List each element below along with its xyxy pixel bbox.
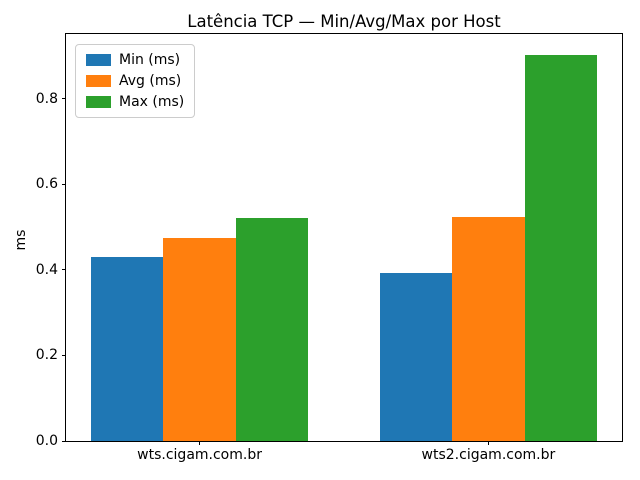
ytick-mark-0.8 — [62, 98, 66, 100]
bar-min-wts2.cigam.com.br — [380, 272, 453, 441]
plot-area: Min (ms) Avg (ms) Max (ms) 0.0 0.2 0.4 0.6 0.8… — [36, 33, 623, 463]
y-axis-label: ms — [13, 229, 29, 251]
bar-avg-wts2.cigam.com.br — [452, 216, 525, 441]
ytick-label-0.6: 0.6 — [35, 176, 58, 193]
legend-item-avg: Avg (ms) — [86, 73, 184, 89]
xtick-mark-wts.cigam.com.br — [199, 441, 201, 445]
legend: Min (ms) Avg (ms) Max (ms) — [75, 44, 196, 118]
xtick-label-wts2.cigam.com.br: wts2.cigam.com.br — [421, 447, 556, 463]
legend-item-min: Min (ms) — [86, 52, 184, 68]
xtick-label-wts.cigam.com.br: wts.cigam.com.br — [137, 447, 262, 463]
bar-max-wts.cigam.com.br — [235, 218, 308, 441]
ytick-label-0.0: 0.0 — [35, 433, 58, 449]
ytick-label-0.8: 0.8 — [35, 90, 58, 107]
bar-avg-wts.cigam.com.br — [163, 238, 236, 441]
legend-label-avg: Avg (ms) — [119, 73, 182, 89]
ytick-mark-0.6 — [62, 183, 66, 185]
legend-swatch-avg — [86, 75, 111, 87]
legend-swatch-max — [86, 96, 111, 108]
ytick-mark-0.0 — [62, 440, 66, 442]
legend-label-max: Max (ms) — [119, 94, 185, 110]
ytick-mark-0.4 — [62, 269, 66, 271]
legend-swatch-min — [86, 54, 111, 66]
legend-item-max: Max (ms) — [86, 94, 184, 110]
legend-label-min: Min (ms) — [119, 52, 181, 68]
chart-title: Latência TCP — Min/Avg/Max por Host — [187, 12, 501, 31]
xtick-mark-wts2.cigam.com.br — [487, 441, 489, 445]
ytick-mark-0.2 — [62, 354, 66, 356]
ytick-label-0.2: 0.2 — [35, 347, 58, 364]
ytick-label-0.4: 0.4 — [35, 261, 58, 278]
bar-max-wts2.cigam.com.br — [524, 55, 597, 441]
bar-min-wts.cigam.com.br — [91, 257, 164, 441]
